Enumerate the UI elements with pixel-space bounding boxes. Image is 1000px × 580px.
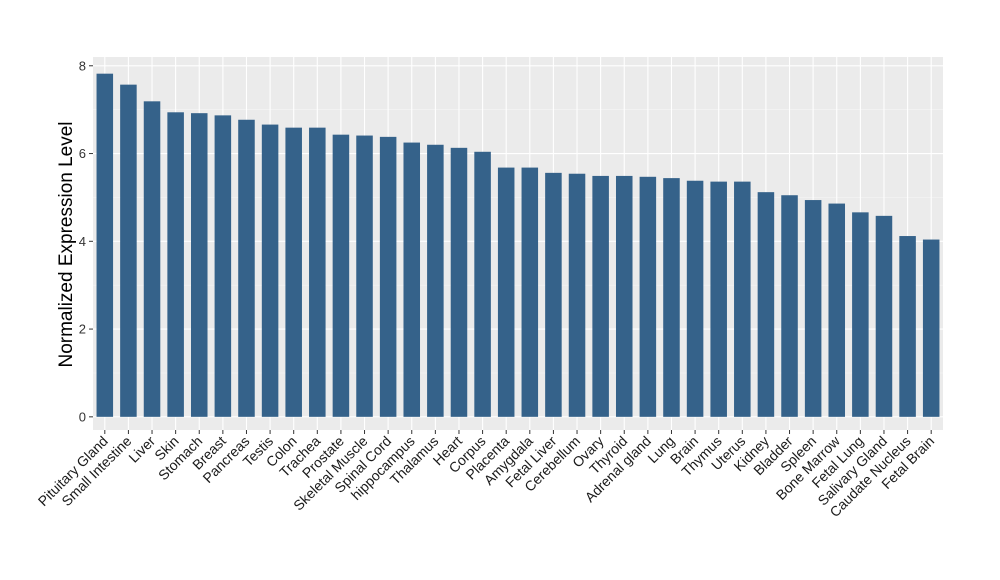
bar xyxy=(497,167,515,417)
bar xyxy=(852,212,869,417)
bar xyxy=(615,175,633,417)
y-axis: 0 2 4 6 8 xyxy=(79,58,93,424)
y-tick-label: 8 xyxy=(79,58,86,73)
bar xyxy=(710,181,727,417)
bar xyxy=(663,178,680,417)
bar xyxy=(190,113,208,417)
bar xyxy=(568,173,586,417)
bar xyxy=(781,195,798,417)
bar xyxy=(474,151,491,417)
bar xyxy=(356,135,373,417)
bar xyxy=(143,101,161,417)
y-tick-label: 6 xyxy=(79,146,86,161)
bar xyxy=(427,144,444,417)
y-axis-title: Normalized Expression Level xyxy=(56,121,77,367)
bar xyxy=(450,147,468,417)
y-tick-label: 2 xyxy=(79,322,86,337)
bar xyxy=(285,127,302,417)
bar xyxy=(899,236,916,417)
y-tick-label: 0 xyxy=(79,409,86,424)
plot-panel xyxy=(93,57,943,430)
bar xyxy=(332,134,350,417)
bar xyxy=(238,119,255,417)
bar xyxy=(167,112,184,417)
bar xyxy=(804,200,822,417)
bar xyxy=(214,115,232,417)
bar xyxy=(828,203,846,417)
minor-gridlines xyxy=(93,109,943,374)
bar xyxy=(734,181,751,417)
y-tick-label: 4 xyxy=(79,234,86,249)
bar xyxy=(592,175,609,417)
bar xyxy=(521,167,539,417)
bar xyxy=(639,176,657,417)
bar xyxy=(922,239,940,417)
bar xyxy=(379,136,397,417)
bar xyxy=(309,127,326,417)
bar xyxy=(96,73,114,417)
bar xyxy=(545,172,562,417)
bar xyxy=(757,192,775,417)
bar xyxy=(686,180,704,417)
bar xyxy=(403,142,421,417)
bar xyxy=(261,124,279,417)
bar xyxy=(875,215,893,417)
bars xyxy=(96,73,940,417)
bar xyxy=(120,84,137,417)
